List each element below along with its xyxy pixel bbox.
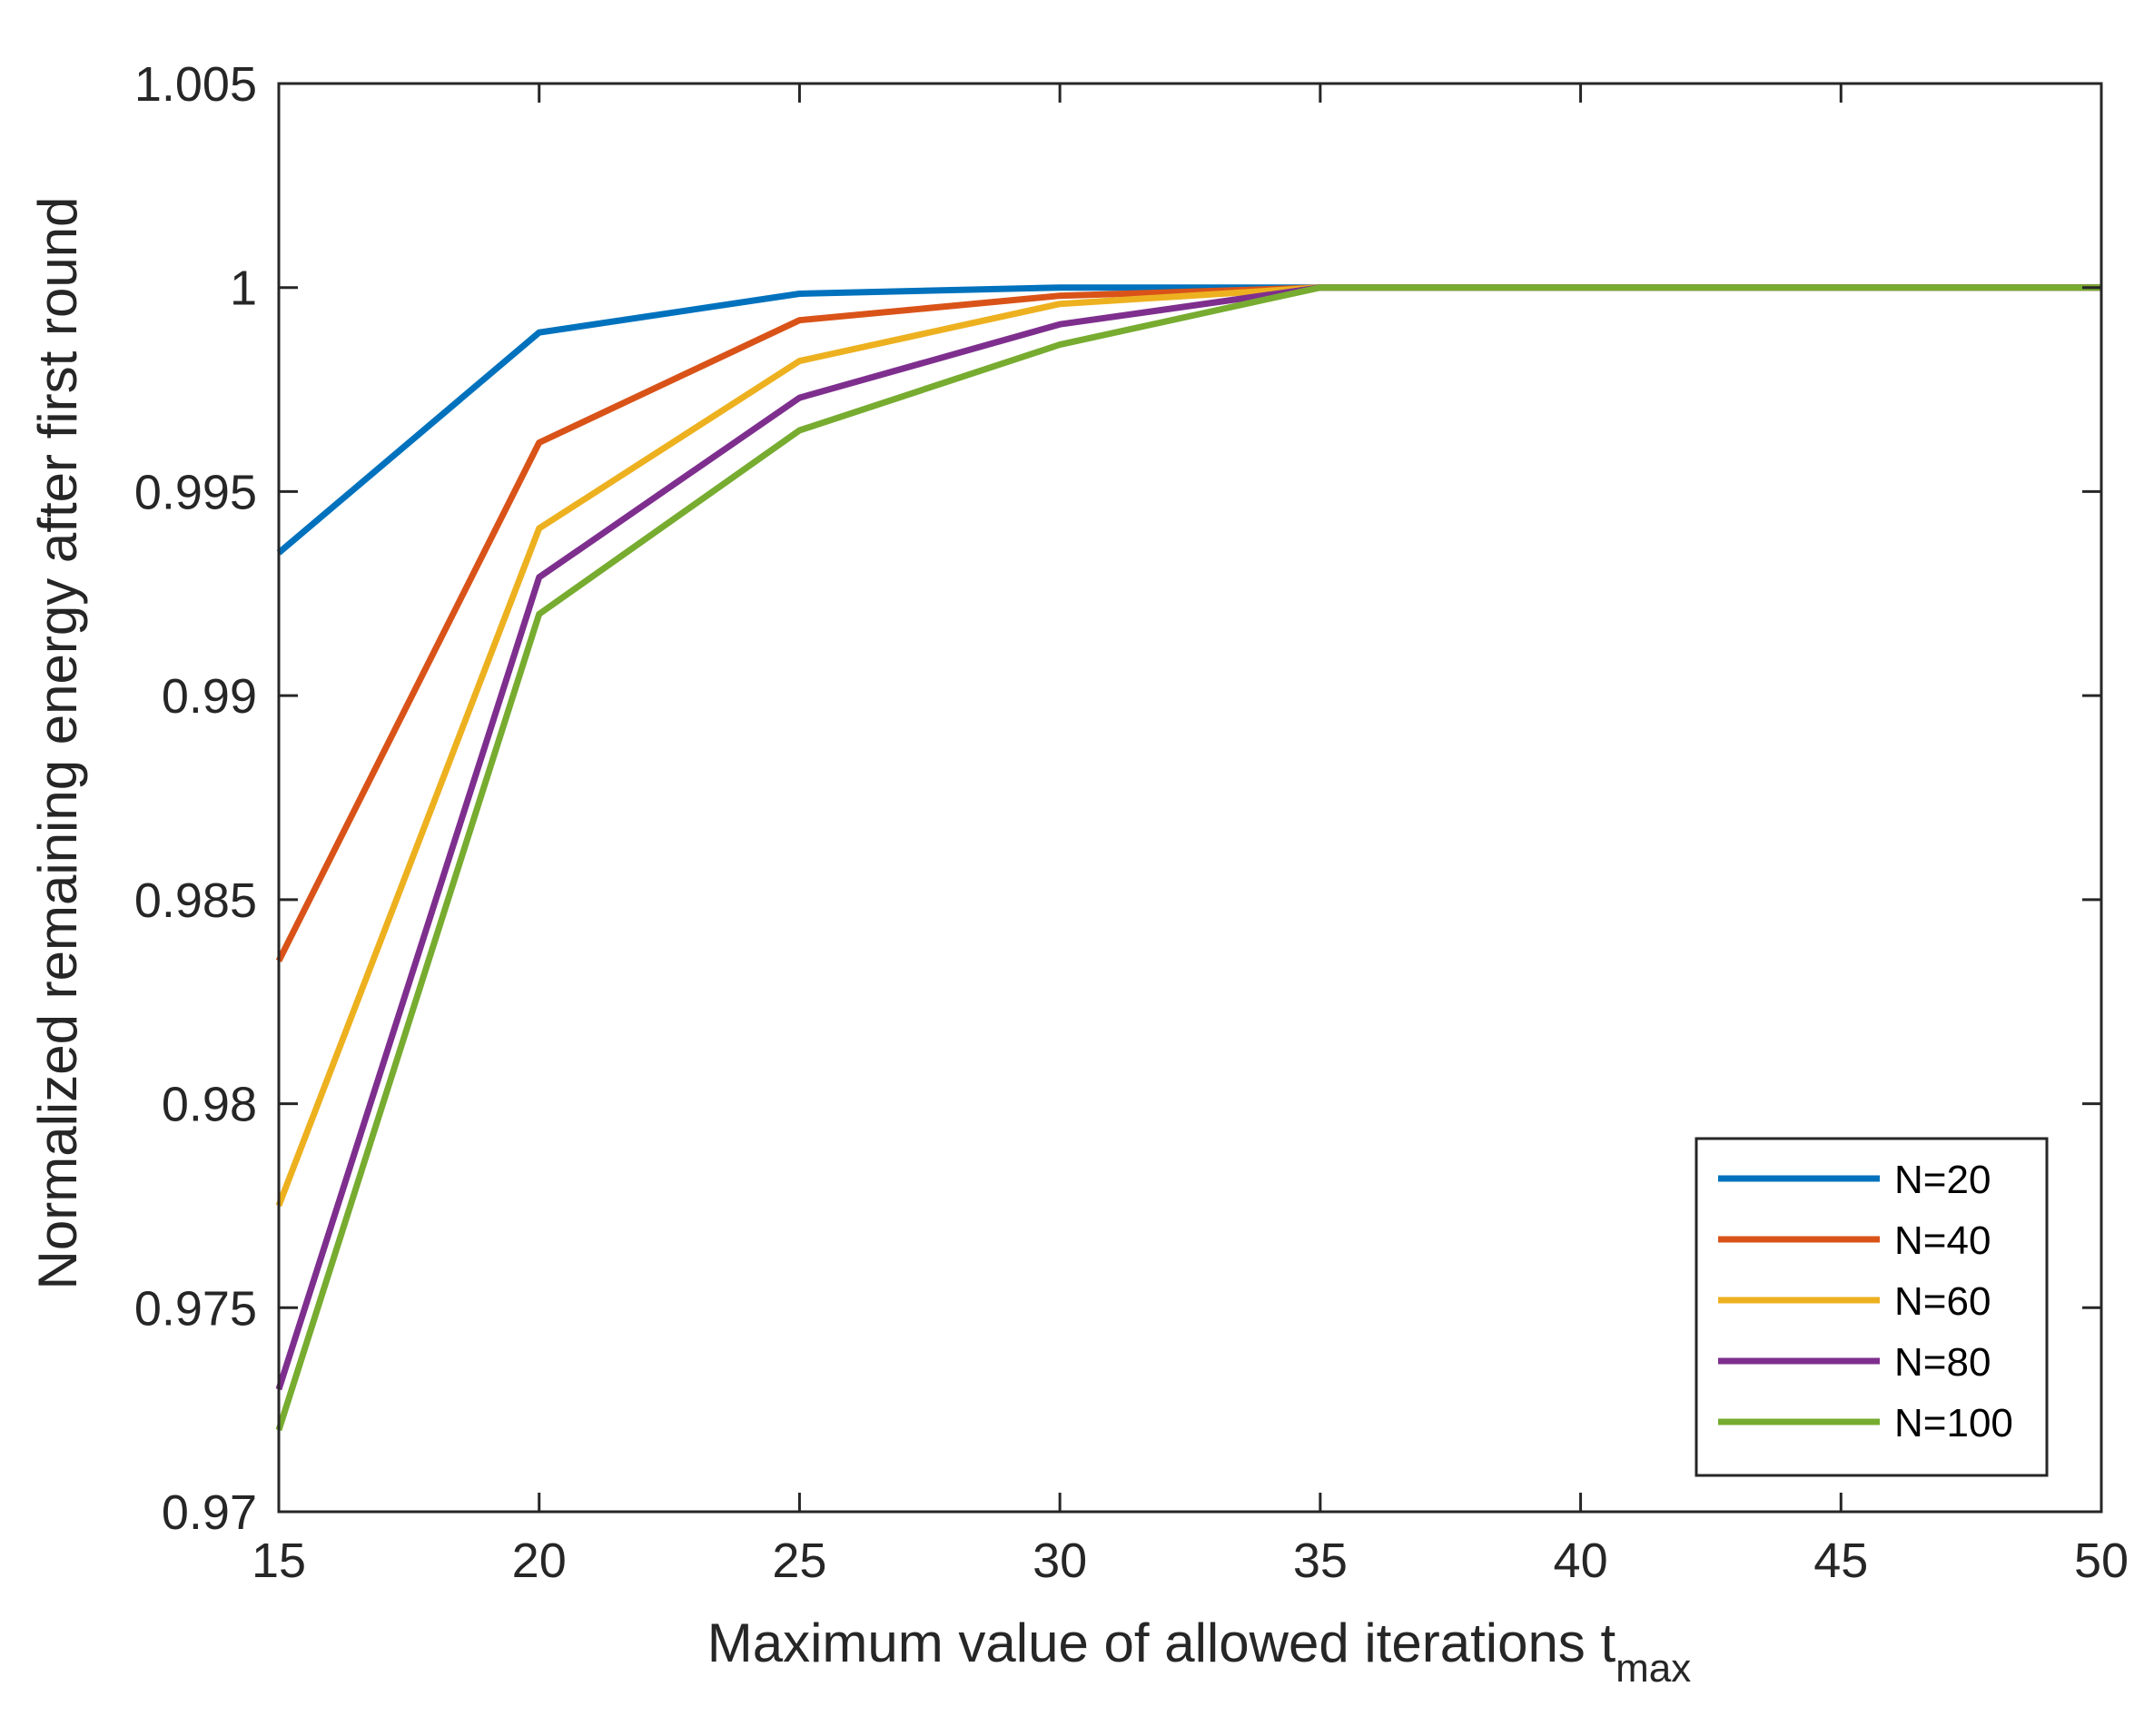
x-tick-label: 25 bbox=[772, 1534, 826, 1588]
y-tick-label: 0.975 bbox=[134, 1281, 257, 1336]
y-tick-label: 1 bbox=[230, 261, 257, 316]
axes-frame bbox=[277, 82, 2103, 1514]
x-tick-label: 45 bbox=[1813, 1534, 1868, 1588]
y-tick-label: 0.99 bbox=[162, 669, 257, 724]
series-layer bbox=[275, 284, 2101, 1432]
x-tick-label: 15 bbox=[252, 1534, 306, 1588]
x-axis-title-main: Maximum value of allowed iterations t bbox=[707, 1613, 1616, 1673]
x-axis-title: Maximum value of allowed iterations tmax bbox=[707, 1613, 1692, 1691]
legend: N=20 N=40 N=60 N=80 N=100 bbox=[1695, 1137, 2049, 1477]
legend-label: N=80 bbox=[1894, 1340, 1991, 1385]
legend-label: N=20 bbox=[1894, 1158, 1991, 1202]
x-tick-label: 40 bbox=[1554, 1534, 1608, 1588]
y-axis: 0.97 0.975 0.98 0.985 0.99 0.995 1 1.005 bbox=[134, 57, 2101, 1540]
y-tick-label: 0.97 bbox=[162, 1485, 257, 1540]
series-line-n-100 bbox=[275, 284, 2101, 1432]
x-tick-label: 50 bbox=[2074, 1534, 2129, 1588]
x-tick-label: 20 bbox=[512, 1534, 567, 1588]
y-axis-title: Normalized remaining energy after first … bbox=[27, 197, 88, 1290]
y-tick-label: 1.005 bbox=[134, 57, 257, 112]
legend-label: N=40 bbox=[1894, 1218, 1991, 1263]
y-tick-label: 0.98 bbox=[162, 1078, 257, 1132]
x-tick-label: 35 bbox=[1293, 1534, 1348, 1588]
legend-label: N=60 bbox=[1894, 1279, 1991, 1324]
x-axis: 15 20 25 30 35 40 45 50 bbox=[252, 84, 2129, 1588]
legend-label: N=100 bbox=[1894, 1401, 2013, 1445]
x-axis-title-subscript: max bbox=[1616, 1646, 1691, 1691]
x-tick-label: 30 bbox=[1033, 1534, 1087, 1588]
y-tick-label: 0.985 bbox=[134, 873, 257, 928]
y-tick-label: 0.995 bbox=[134, 465, 257, 519]
